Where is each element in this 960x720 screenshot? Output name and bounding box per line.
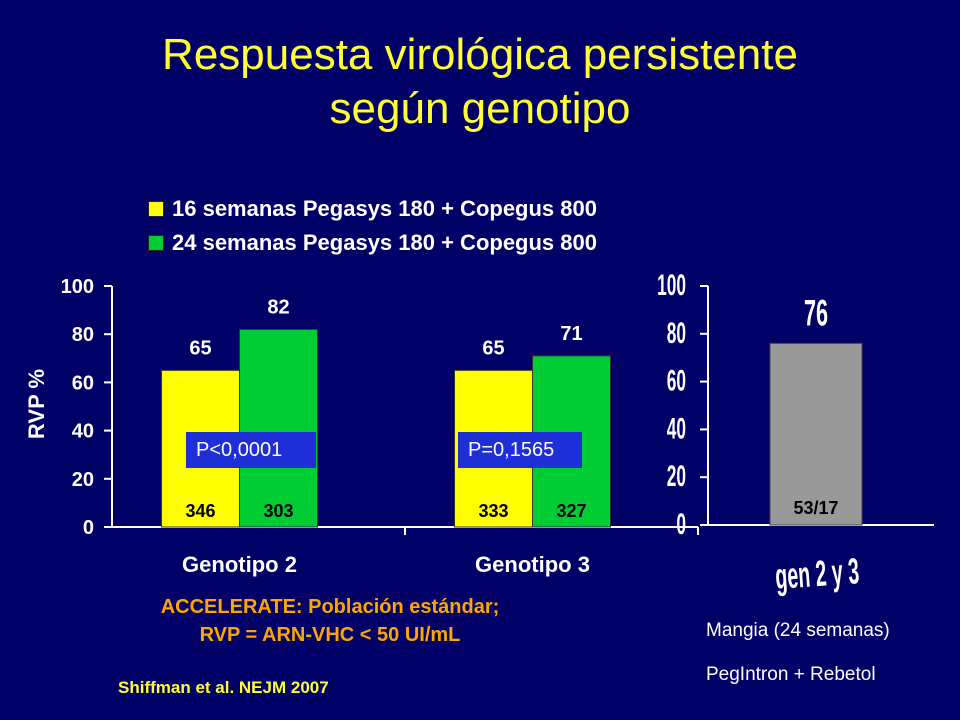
right-y-tick-label: 100: [657, 269, 686, 302]
study-line-2: RVP = ARN-VHC < 50 UI/mL: [199, 624, 461, 646]
main-bar: [239, 328, 318, 528]
legend-swatch-yellow: [148, 201, 164, 217]
mangia-drugs-note: PegIntron + Rebetol: [706, 664, 876, 685]
slide-title: Respuesta virológica persistente según g…: [0, 28, 960, 136]
legend-label-16-weeks: 16 semanas Pegasys 180 + Copegus 800: [172, 196, 597, 221]
chart-legend: 16 semanas Pegasys 180 + Copegus 800 24 …: [148, 192, 597, 260]
main-bar-value-label: 71: [560, 323, 582, 345]
main-bar-n-label: 303: [263, 501, 293, 521]
main-bar-n-label: 327: [556, 501, 586, 521]
right-y-tick-label: 20: [667, 460, 686, 493]
p-value-genotype-2: P<0,0001: [186, 432, 316, 468]
mangia-study-note: Mangia (24 semanas): [706, 620, 890, 641]
p-value-genotype-3: P=0,1565: [458, 432, 582, 468]
legend-item-16-weeks: 16 semanas Pegasys 180 + Copegus 800: [148, 192, 597, 226]
right-bar-ratio-label: 53/17: [793, 498, 838, 518]
study-line-1: ACCELERATE: Población estándar;: [160, 596, 500, 618]
y-axis-label: RVP %: [24, 369, 49, 439]
main-bar-value-label: 65: [482, 337, 504, 359]
main-x-tick-label: Genotipo 2: [182, 552, 297, 577]
main-bar-value-label: 65: [189, 337, 211, 359]
main-x-tick-label: Genotipo 3: [475, 552, 590, 577]
legend-item-24-weeks: 24 semanas Pegasys 180 + Copegus 800: [148, 226, 597, 260]
right-y-tick-label: 60: [667, 365, 686, 398]
right-y-tick-label: 0: [676, 508, 686, 541]
right-bar-value-label: 76: [804, 292, 828, 334]
title-line-2: según genotipo: [329, 84, 631, 133]
right-bar: [769, 342, 863, 526]
right-x-tick-label: gen 2 y 3: [774, 552, 860, 598]
main-y-tick-label: 60: [72, 372, 94, 394]
main-y-tick-label: 20: [72, 469, 94, 491]
legend-label-24-weeks: 24 semanas Pegasys 180 + Copegus 800: [172, 230, 597, 255]
main-y-tick-label: 0: [83, 517, 94, 539]
citation: Shiffman et al. NEJM 2007: [118, 678, 329, 697]
legend-swatch-green: [148, 235, 164, 251]
right-y-tick-label: 80: [667, 317, 686, 350]
main-bar-n-label: 346: [185, 501, 215, 521]
right-y-tick-label: 40: [667, 413, 686, 446]
main-y-tick-label: 80: [72, 324, 94, 346]
main-bar-n-label: 333: [478, 501, 508, 521]
title-line-1: Respuesta virológica persistente: [162, 30, 798, 79]
main-y-tick-label: 40: [72, 421, 94, 443]
main-bar-value-label: 82: [267, 296, 289, 318]
main-y-tick-label: 100: [61, 276, 94, 298]
